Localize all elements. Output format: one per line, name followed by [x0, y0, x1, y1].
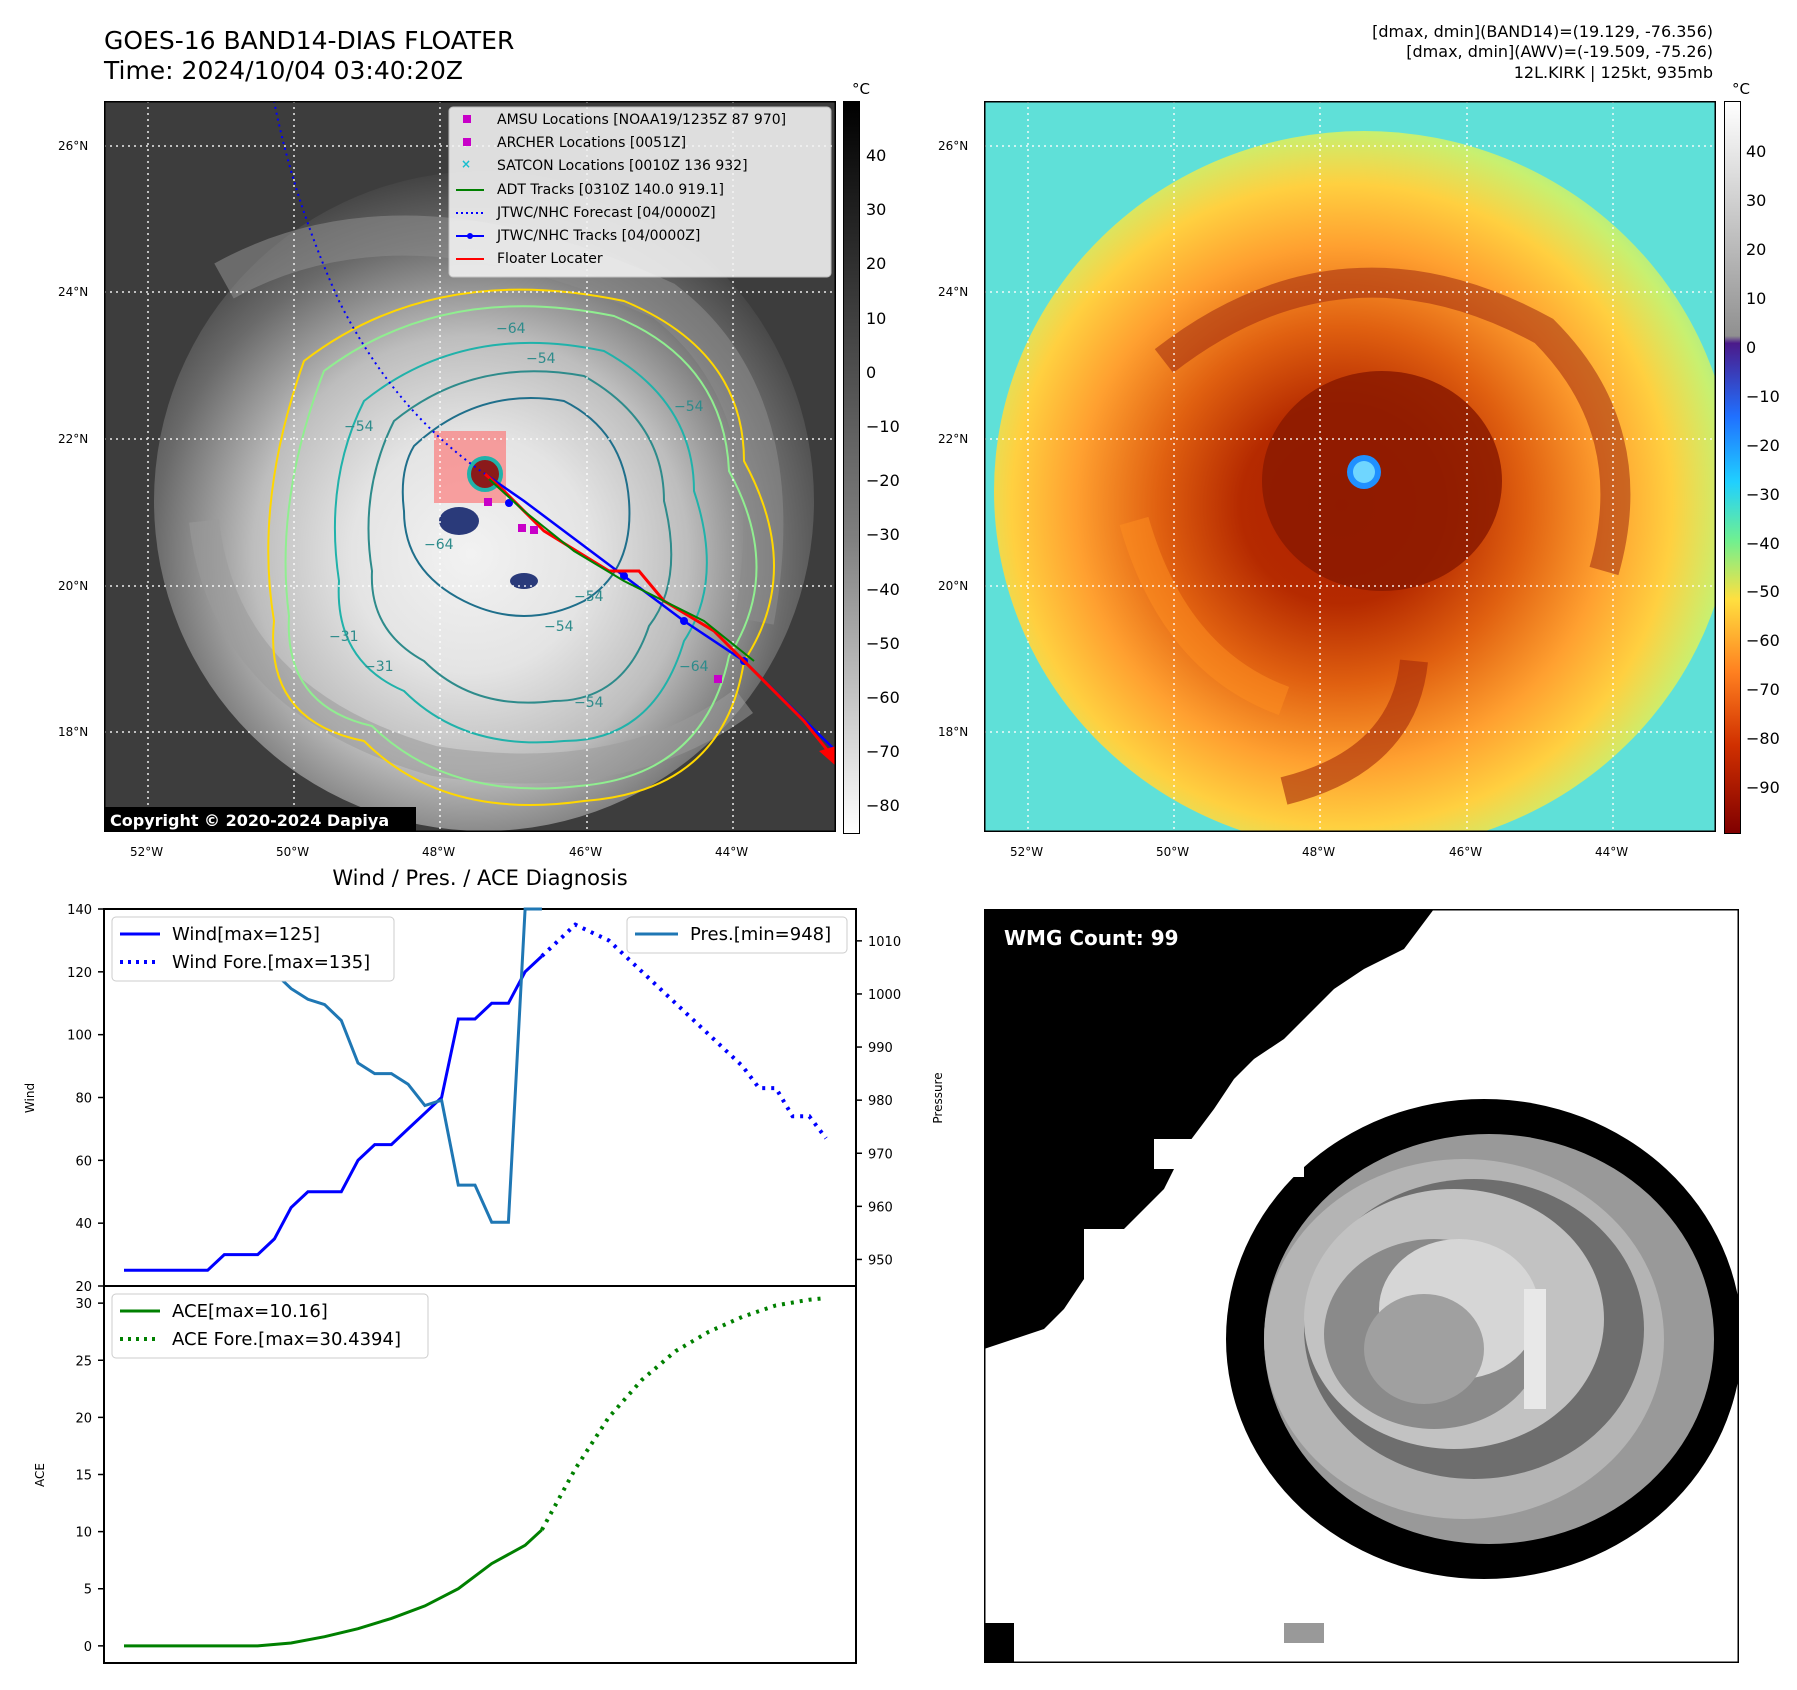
left-colorbar-unit: °C	[852, 80, 870, 98]
storm-info: 12L.KIRK | 125kt, 935mb	[1513, 63, 1713, 82]
svg-text:−54: −54	[674, 399, 704, 415]
svg-text:−54: −54	[544, 619, 574, 635]
figure-title: GOES-16 BAND14-DIAS FLOATER	[104, 26, 515, 55]
ace-axis-label: ACE	[33, 1463, 47, 1487]
svg-text:−64: −64	[679, 659, 709, 675]
left-colorbar	[843, 101, 860, 834]
pressure-tick-label: 980	[868, 1094, 893, 1109]
svg-text:−31: −31	[329, 629, 359, 645]
right-colorbar-unit: °C	[1732, 80, 1750, 98]
wmg-panel: WMG Count: 99	[984, 909, 1739, 1663]
wmg-count-label: WMG Count: 99	[1004, 926, 1179, 950]
legend-marker-archer	[463, 138, 471, 146]
pressure-tick-label: 1000	[868, 988, 901, 1003]
wind-tick-label: 140	[67, 903, 92, 918]
diagnosis-title: Wind / Pres. / ACE Diagnosis	[332, 866, 628, 890]
svg-text:−54: −54	[574, 695, 604, 711]
contour-labels: −64 −54 −54 −54 −64 −54 −64 −54 −31 −31 …	[329, 321, 709, 711]
ace-tick-label: 5	[84, 1583, 92, 1598]
legend-ace: ACE[max=10.16]	[172, 1301, 328, 1322]
band14-color-map	[984, 101, 1716, 832]
pressure-tick-label: 950	[868, 1253, 893, 1268]
series-ace	[124, 1528, 543, 1648]
figure-time: Time: 2024/10/04 03:40:20Z	[104, 56, 463, 85]
svg-text:−64: −64	[496, 321, 526, 337]
ace-tick-label: 15	[75, 1469, 92, 1484]
ace-legend: ACE[max=10.16] ACE Fore.[max=30.4394]	[111, 1293, 429, 1359]
wind-tick-label: 20	[75, 1280, 92, 1295]
stats-band14: [dmax, dmin](BAND14)=(19.129, -76.356)	[1372, 22, 1713, 41]
legend-label-floater: Floater Locater	[497, 251, 603, 267]
svg-text:−54: −54	[344, 419, 374, 435]
ace-tick-label: 0	[84, 1640, 92, 1655]
pressure-axis-label: Pressure	[931, 1072, 945, 1123]
wind-tick-label: 100	[67, 1029, 92, 1044]
pressure-tick-label: 970	[868, 1147, 893, 1162]
legend-marker-amsu	[463, 115, 471, 123]
legend-marker-satcon: ×	[461, 157, 471, 171]
legend-label-amsu: AMSU Locations [NOAA19/1235Z 87 970]	[497, 112, 786, 128]
series-wind	[124, 955, 543, 1272]
pressure-tick-label: 1010	[868, 935, 901, 950]
copyright-label: Copyright © 2020-2024 Dapiya	[110, 811, 389, 830]
legend-wind-forecast: Wind Fore.[max=135]	[172, 952, 370, 973]
wind-tick-label: 60	[75, 1154, 92, 1169]
wind-legend: Wind[max=125] Wind Fore.[max=135]	[111, 916, 395, 982]
svg-text:−54: −54	[574, 589, 604, 605]
series-ace-fore	[540, 1296, 827, 1531]
legend-wind: Wind[max=125]	[172, 924, 320, 945]
legend-label-satcon: SATCON Locations [0010Z 136 932]	[497, 158, 748, 174]
amsu-archer-markers	[484, 498, 722, 683]
forecast-track	[273, 101, 486, 475]
svg-text:−54: −54	[526, 351, 556, 367]
legend-label-tracks: JTWC/NHC Tracks [04/0000Z]	[496, 228, 700, 244]
ace-tick-label: 20	[75, 1411, 92, 1426]
legend-label-forecast: JTWC/NHC Forecast [04/0000Z]	[496, 205, 716, 221]
legend-pressure: Pres.[min=948]	[690, 924, 831, 945]
wind-axis-label: Wind	[23, 1083, 37, 1113]
legend-label-archer: ARCHER Locations [0051Z]	[497, 135, 686, 151]
wind-tick-label: 120	[67, 966, 92, 981]
band14-map: −64 −54 −54 −54 −64 −54 −64 −54 −31 −31 …	[104, 101, 836, 832]
wind-tick-label: 40	[75, 1217, 92, 1232]
adt-track	[488, 478, 755, 662]
pressure-tick-label: 990	[868, 1041, 893, 1056]
ace-tick-label: 30	[75, 1297, 92, 1312]
ace-tick-label: 25	[75, 1354, 92, 1369]
right-colorbar	[1724, 101, 1741, 834]
svg-text:−31: −31	[364, 659, 394, 675]
legend-ace-forecast: ACE Fore.[max=30.4394]	[172, 1329, 401, 1350]
ace-tick-label: 10	[75, 1526, 92, 1541]
pressure-tick-label: 960	[868, 1200, 893, 1215]
pressure-legend: Pres.[min=948]	[626, 916, 848, 954]
left-map-legend: × AMSU Locations [NOAA19/1235Z 87 970] A…	[448, 106, 832, 278]
legend-label-adt: ADT Tracks [0310Z 140.0 919.1]	[497, 182, 724, 198]
series-wind-fore	[540, 922, 828, 1140]
right-map-grid	[984, 101, 1716, 832]
wind-tick-label: 80	[75, 1092, 92, 1107]
svg-text:−64: −64	[424, 537, 454, 553]
stats-awv: [dmax, dmin](AWV)=(-19.509, -75.26)	[1406, 42, 1713, 61]
